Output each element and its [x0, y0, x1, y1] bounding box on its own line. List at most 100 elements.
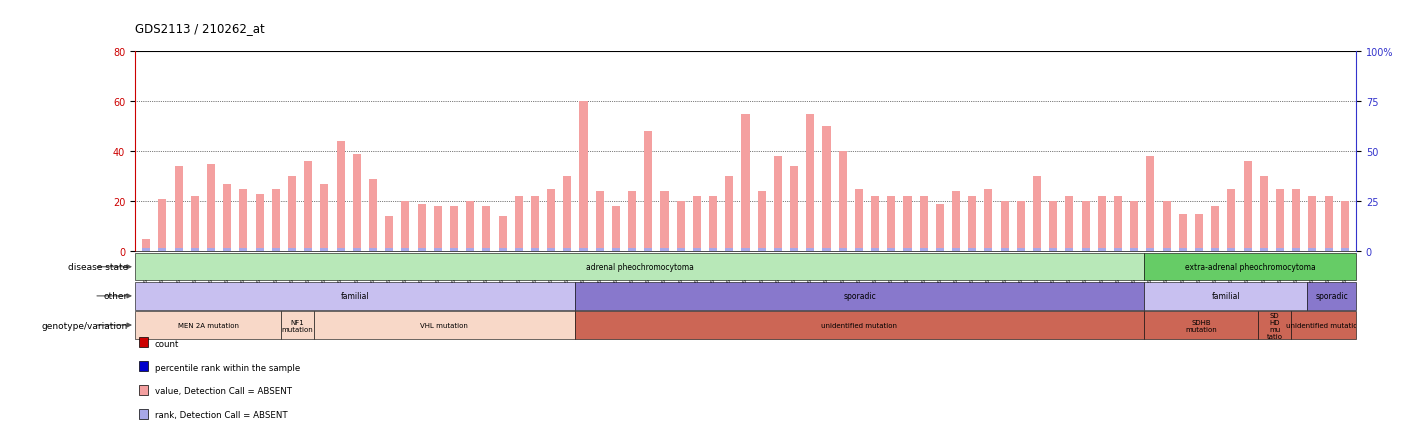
Bar — [1244, 248, 1251, 252]
Bar — [660, 248, 669, 252]
Text: sporadic: sporadic — [1315, 292, 1348, 301]
Bar — [1196, 248, 1203, 252]
Bar — [726, 177, 733, 252]
Bar — [741, 115, 750, 252]
Bar — [352, 248, 361, 252]
Bar — [271, 248, 280, 252]
Bar — [1113, 197, 1122, 252]
Bar — [595, 248, 604, 252]
Bar — [1146, 157, 1154, 252]
Bar — [531, 248, 540, 252]
Bar — [142, 248, 151, 252]
Bar — [547, 248, 555, 252]
Bar — [920, 197, 927, 252]
Bar — [903, 248, 912, 252]
Bar — [1163, 248, 1170, 252]
Bar — [564, 248, 571, 252]
Text: GDS2113 / 210262_at: GDS2113 / 210262_at — [135, 22, 264, 35]
Bar — [1032, 177, 1041, 252]
Bar — [352, 155, 361, 252]
Bar — [693, 197, 701, 252]
Bar — [936, 248, 944, 252]
Bar — [870, 197, 879, 252]
Text: unidentified mutation: unidentified mutation — [1285, 322, 1362, 328]
Bar — [135, 312, 281, 339]
Bar — [402, 248, 409, 252]
Bar — [936, 204, 944, 252]
Bar — [139, 385, 148, 395]
Bar — [968, 197, 977, 252]
Bar — [1065, 248, 1074, 252]
Text: genotype/variation: genotype/variation — [41, 321, 128, 330]
Text: rank, Detection Call = ABSENT: rank, Detection Call = ABSENT — [155, 411, 287, 419]
Bar — [466, 202, 474, 252]
Bar — [304, 162, 312, 252]
Bar — [433, 207, 442, 252]
Bar — [822, 248, 831, 252]
Bar — [741, 248, 750, 252]
Bar — [483, 207, 490, 252]
Bar — [240, 189, 247, 252]
Bar — [1277, 189, 1284, 252]
Bar — [628, 192, 636, 252]
Bar — [1145, 283, 1308, 310]
Bar — [369, 248, 378, 252]
Bar — [575, 312, 1145, 339]
Bar — [321, 248, 328, 252]
Bar — [839, 152, 846, 252]
Bar — [579, 102, 588, 252]
Bar — [190, 248, 199, 252]
Bar — [1082, 248, 1089, 252]
Bar — [1146, 248, 1154, 252]
Bar — [288, 177, 295, 252]
Bar — [1292, 189, 1301, 252]
Bar — [369, 179, 378, 252]
Bar — [1001, 248, 1008, 252]
Bar — [1017, 248, 1025, 252]
Bar — [855, 189, 863, 252]
Bar — [1145, 253, 1356, 281]
Bar — [314, 312, 575, 339]
Bar — [450, 207, 459, 252]
Bar — [223, 248, 231, 252]
Bar — [1325, 197, 1332, 252]
Bar — [271, 189, 280, 252]
Bar — [628, 248, 636, 252]
Text: SDHB
mutation: SDHB mutation — [1186, 319, 1217, 332]
Bar — [774, 157, 782, 252]
Bar — [1098, 197, 1106, 252]
Bar — [595, 192, 604, 252]
Bar — [903, 197, 912, 252]
Bar — [417, 248, 426, 252]
Bar — [1179, 248, 1187, 252]
Text: NF1
mutation: NF1 mutation — [281, 319, 314, 332]
Bar — [1130, 202, 1139, 252]
Bar — [1260, 177, 1268, 252]
Bar — [984, 189, 993, 252]
Bar — [223, 184, 231, 252]
Bar — [774, 248, 782, 252]
Text: unidentified mutation: unidentified mutation — [822, 322, 897, 328]
Bar — [1227, 189, 1235, 252]
Bar — [466, 248, 474, 252]
Bar — [417, 204, 426, 252]
Text: disease state: disease state — [68, 263, 128, 272]
Bar — [1049, 248, 1058, 252]
Bar — [645, 132, 652, 252]
Bar — [855, 248, 863, 252]
Bar — [645, 248, 652, 252]
Bar — [139, 409, 148, 419]
Bar — [1098, 248, 1106, 252]
Bar — [709, 248, 717, 252]
Bar — [564, 177, 571, 252]
Bar — [1258, 312, 1291, 339]
Bar — [256, 248, 264, 252]
Bar — [709, 197, 717, 252]
Bar — [1277, 248, 1284, 252]
Bar — [1196, 214, 1203, 252]
Text: other: other — [104, 292, 128, 301]
Bar — [920, 248, 927, 252]
Bar — [1065, 197, 1074, 252]
Text: percentile rank within the sample: percentile rank within the sample — [155, 363, 300, 372]
Bar — [385, 248, 393, 252]
